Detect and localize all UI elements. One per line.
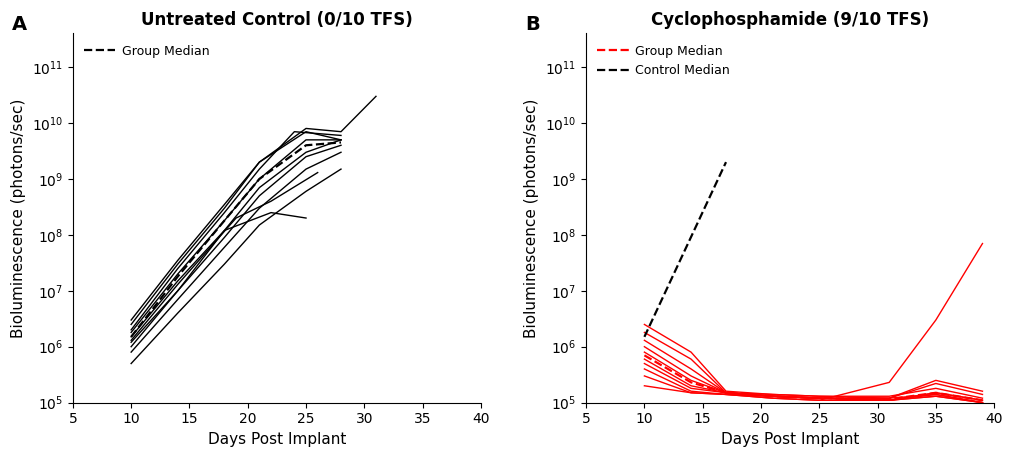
Line: Group Median: Group Median [131,142,341,337]
Text: B: B [525,15,539,34]
Group Median [300,142,312,148]
Title: Cyclophosphamide (9/10 TFS): Cyclophosphamide (9/10 TFS) [651,11,929,29]
Group Median [171,274,184,279]
Legend: Group Median, Control Median: Group Median, Control Median [592,40,734,82]
Legend: Group Median: Group Median [79,40,214,63]
Y-axis label: Bioluminescence (photons/sec): Bioluminescence (photons/sec) [11,98,26,338]
Text: A: A [11,15,26,34]
Group Median [254,176,266,182]
Group Median [218,218,230,224]
Group Median [125,334,137,339]
X-axis label: Days Post Implant: Days Post Implant [208,432,346,447]
Y-axis label: Bioluminescence (photons/sec): Bioluminescence (photons/sec) [524,98,539,338]
X-axis label: Days Post Implant: Days Post Implant [721,432,859,447]
Title: Untreated Control (0/10 TFS): Untreated Control (0/10 TFS) [141,11,413,29]
Group Median [335,140,347,145]
